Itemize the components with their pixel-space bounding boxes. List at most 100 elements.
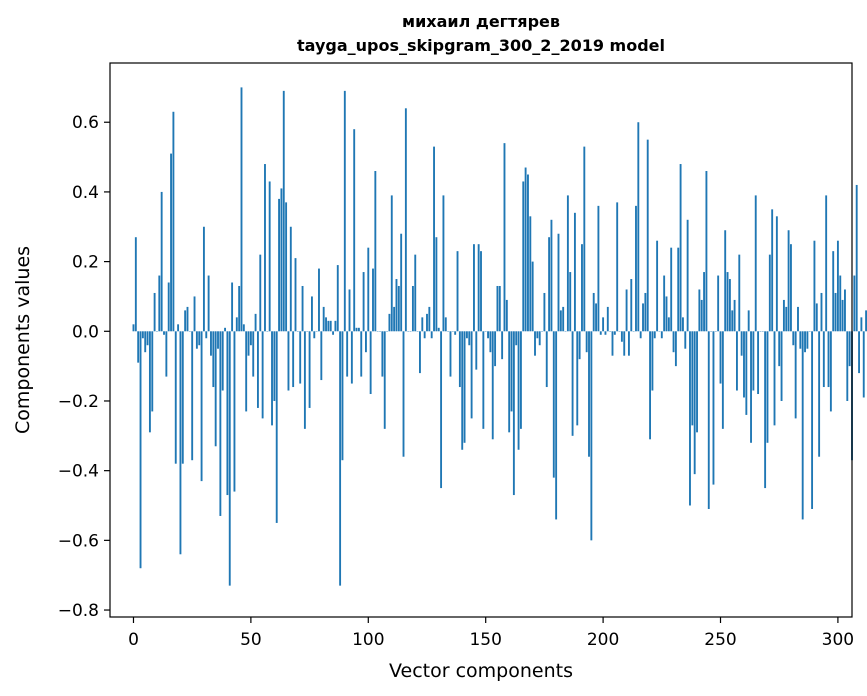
bar-90 [343,90,346,332]
bar-251 [721,331,724,429]
bar-140 [461,331,464,450]
bar-175 [543,292,546,332]
bar-193 [585,331,588,353]
bar-275 [778,331,781,367]
bar-63 [280,188,283,332]
bar-256 [733,299,736,332]
bar-282 [794,331,797,419]
x-tick-label: 300 [822,630,854,650]
bar-247 [712,331,715,485]
bar-245 [707,331,710,509]
bar-123 [421,317,424,332]
bar-208 [620,331,623,342]
bar-93 [350,331,353,384]
bar-180 [555,331,558,520]
bar-94 [353,129,356,332]
y-tick-label: −0.4 [58,462,99,482]
bar-305 [848,331,851,367]
bar-50 [249,331,252,346]
bar-167 [524,167,527,332]
bar-292 [818,331,821,457]
y-tick-label: 0.0 [72,322,99,342]
bar-110 [390,195,393,332]
bar-23 [186,306,189,332]
bar-188 [573,212,576,332]
bar-225 [660,331,663,339]
bar-99 [365,331,367,353]
bar-141 [463,331,466,443]
bar-26 [193,296,196,332]
bar-276 [780,331,783,401]
bar-95 [355,327,358,332]
chart-title-line-1: михаил дегтярев [402,12,560,31]
bar-113 [397,285,400,332]
bar-145 [473,244,475,332]
bar-48 [245,331,248,412]
bar-307 [853,275,856,332]
x-tick-label: 150 [469,630,501,650]
bar-260 [743,331,745,398]
bar-89 [341,331,344,461]
bar-84 [329,320,332,332]
bar-92 [348,289,351,332]
bar-162 [512,331,515,496]
bar-154 [494,331,497,367]
bar-159 [505,299,508,332]
bar-151 [487,331,489,339]
bar-196 [592,292,595,332]
bar-91 [346,331,349,377]
bar-169 [529,216,532,332]
bar-171 [534,331,536,356]
bar-262 [747,310,750,332]
bar-30 [202,226,205,332]
bar-182 [559,310,562,332]
bar-164 [517,331,520,450]
bar-160 [508,331,511,433]
bar-221 [651,331,654,391]
bar-253 [726,272,729,332]
bar-249 [717,275,720,332]
bar-290 [813,240,816,332]
bar-51 [252,331,255,377]
bar-244 [705,171,708,332]
bar-122 [419,331,421,374]
bar-142 [465,331,468,339]
bar-147 [477,244,480,332]
bar-139 [458,331,461,388]
bar-301 [839,275,842,332]
bar-190 [578,331,581,360]
x-axis-ticks: 0 50 100 150 200 250 300 [128,617,854,650]
bar-112 [395,279,398,332]
bar-299 [834,292,837,332]
bar-126 [428,306,431,332]
bar-239 [693,331,696,475]
bar-200 [602,317,605,332]
x-axis-label: Vector components [389,660,573,682]
bar-231 [674,331,677,367]
x-tick-label: 200 [587,630,619,650]
bar-3 [139,331,142,569]
bar-29 [200,331,203,482]
bar-271 [768,254,771,332]
y-axis-label: Components values [12,246,34,434]
bar-237 [689,331,691,506]
bar-102 [372,268,374,332]
bar-173 [538,331,541,346]
bar-58 [268,181,271,332]
bar-158 [503,143,506,332]
bar-129 [435,237,438,332]
bar-215 [637,122,640,332]
x-tick-label: 0 [128,630,139,650]
bar-53 [256,331,259,408]
x-tick-label: 250 [704,630,736,650]
bar-20 [179,331,182,555]
bar-214 [635,205,637,332]
bar-18 [174,331,177,464]
bar-199 [599,331,602,335]
bar-17 [172,111,175,332]
bar-25 [191,331,194,461]
bar-252 [724,230,727,332]
bar-210 [625,289,628,332]
bar-88 [339,331,342,586]
